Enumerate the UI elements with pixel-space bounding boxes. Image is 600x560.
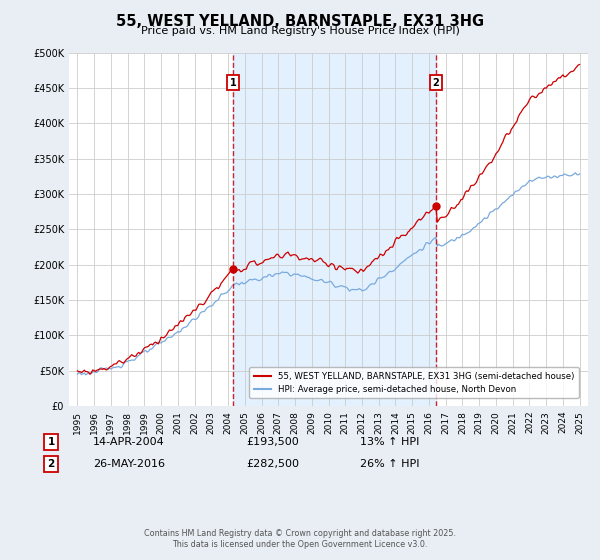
Text: 1: 1 — [230, 78, 236, 88]
Text: 55, WEST YELLAND, BARNSTAPLE, EX31 3HG: 55, WEST YELLAND, BARNSTAPLE, EX31 3HG — [116, 14, 484, 29]
Text: 26-MAY-2016: 26-MAY-2016 — [93, 459, 165, 469]
Text: 2: 2 — [433, 78, 439, 88]
Text: 14-APR-2004: 14-APR-2004 — [93, 437, 165, 447]
Text: 13% ↑ HPI: 13% ↑ HPI — [360, 437, 419, 447]
Text: 1: 1 — [47, 437, 55, 447]
Text: 26% ↑ HPI: 26% ↑ HPI — [360, 459, 419, 469]
Legend: 55, WEST YELLAND, BARNSTAPLE, EX31 3HG (semi-detached house), HPI: Average price: 55, WEST YELLAND, BARNSTAPLE, EX31 3HG (… — [250, 367, 578, 398]
Text: £282,500: £282,500 — [246, 459, 299, 469]
Text: £193,500: £193,500 — [246, 437, 299, 447]
Bar — [233, 53, 436, 406]
Text: Price paid vs. HM Land Registry's House Price Index (HPI): Price paid vs. HM Land Registry's House … — [140, 26, 460, 36]
Text: 2: 2 — [47, 459, 55, 469]
Text: Contains HM Land Registry data © Crown copyright and database right 2025.
This d: Contains HM Land Registry data © Crown c… — [144, 529, 456, 549]
